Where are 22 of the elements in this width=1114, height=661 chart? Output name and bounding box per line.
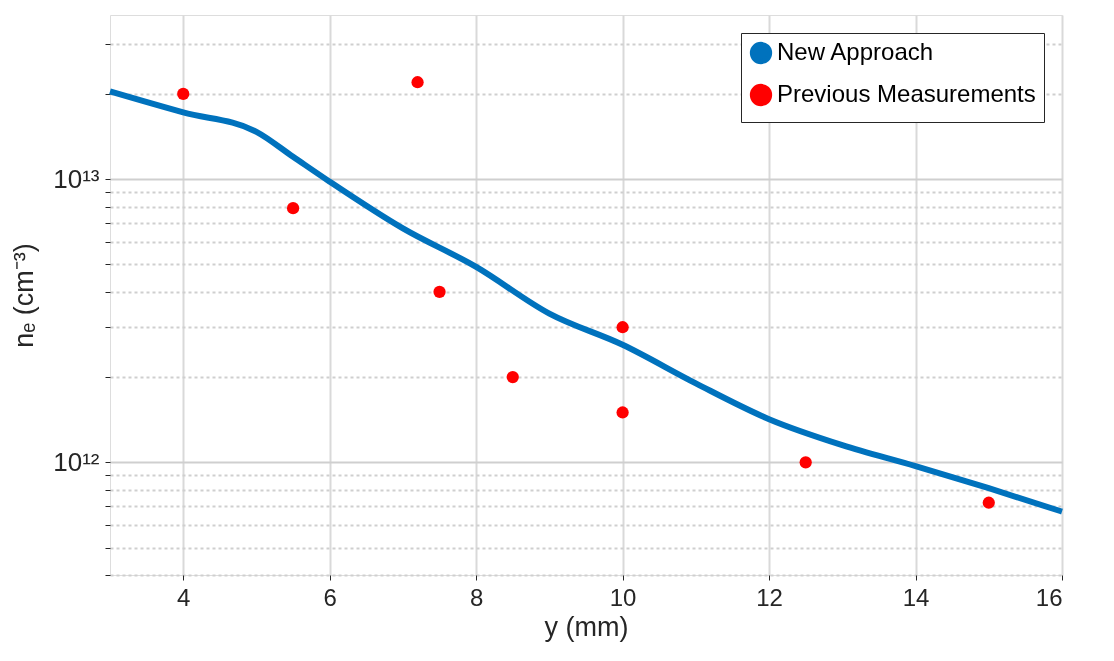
- x-tick-label: 6: [323, 583, 337, 611]
- x-tick-label: 14: [902, 583, 930, 611]
- x-tick-label: 10: [609, 583, 637, 611]
- point: [799, 456, 812, 469]
- y-tick-label: 10¹³: [53, 163, 100, 194]
- point: [616, 406, 629, 419]
- legend-label: New Approach: [777, 38, 934, 65]
- y-axis-title: nₑ (cm⁻³): [9, 243, 40, 348]
- x-tick-label: 8: [469, 583, 484, 611]
- point: [616, 321, 629, 334]
- point: [982, 496, 995, 509]
- point: [433, 285, 446, 298]
- legend-label: Previous Measurements: [777, 80, 1036, 107]
- x-tick-label: 16: [1035, 583, 1063, 611]
- x-tick-label: 12: [756, 583, 783, 611]
- point: [177, 87, 190, 101]
- x-axis-title: y (mm): [544, 611, 629, 642]
- point: [286, 202, 300, 215]
- y-tick-label: 10¹²: [53, 446, 100, 477]
- point: [506, 370, 519, 384]
- point: [411, 76, 424, 89]
- x-tick-label: 4: [177, 583, 191, 611]
